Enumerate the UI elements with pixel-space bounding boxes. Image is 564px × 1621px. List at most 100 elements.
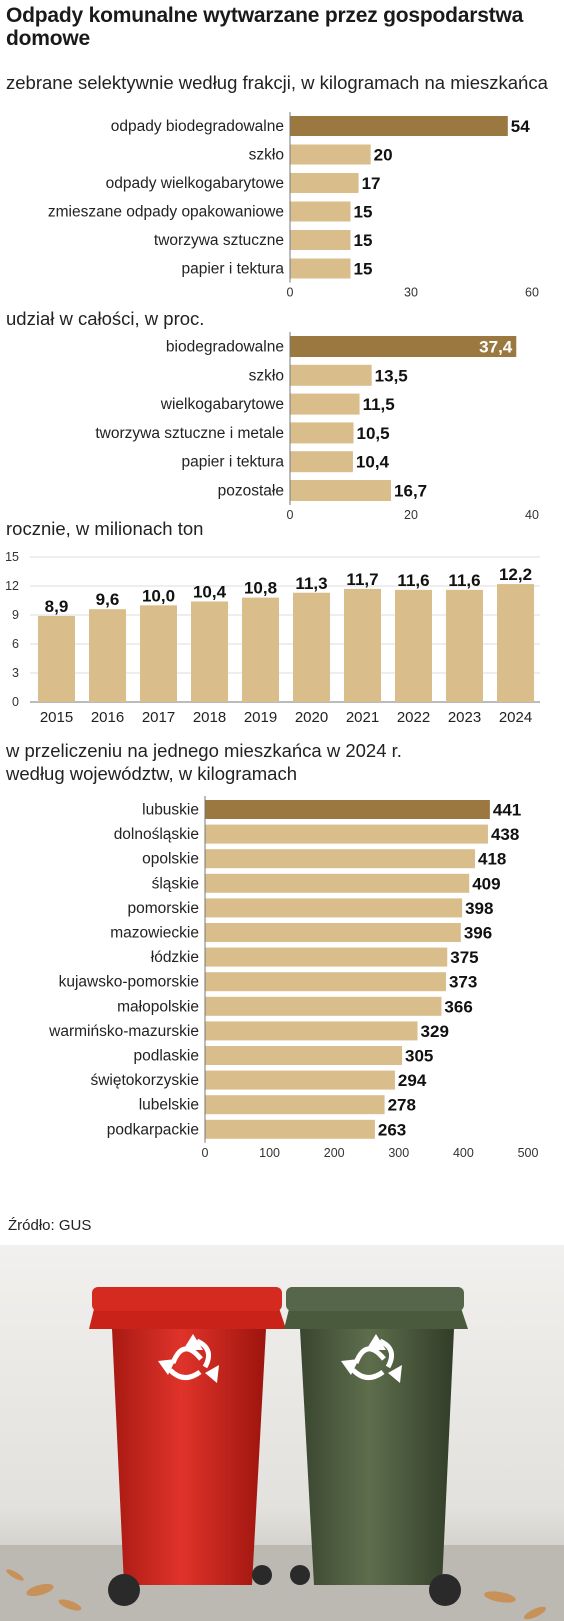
bar [191, 601, 228, 702]
tick-label: 400 [453, 1146, 474, 1160]
tick-label: 20 [404, 508, 418, 522]
bar [290, 336, 517, 357]
bar [290, 201, 351, 222]
green-bin [284, 1287, 468, 1606]
year-label: 2024 [499, 709, 532, 726]
leaves [6, 1569, 547, 1620]
chart3-title: rocznie, w milionach ton [6, 518, 204, 539]
bar [290, 480, 392, 501]
year-label: 2018 [193, 709, 226, 726]
bar [205, 923, 461, 942]
bar [344, 588, 381, 702]
value-label: 418 [478, 850, 506, 869]
tick-label: 0 [202, 1146, 209, 1160]
value-label: 54 [511, 117, 530, 136]
tick-label: 300 [388, 1146, 409, 1160]
value-label: 366 [444, 997, 472, 1016]
bar [205, 996, 442, 1016]
year-label: 2017 [142, 709, 175, 726]
bar [205, 898, 463, 918]
bar [290, 230, 351, 250]
bar [205, 873, 470, 893]
bar [290, 144, 371, 165]
tick-label: 40 [525, 508, 539, 522]
category-label: lubelskie [139, 1097, 199, 1114]
value-label: 16,7 [394, 482, 427, 501]
bar [290, 364, 372, 386]
bar [290, 451, 353, 473]
value-label: 15 [354, 203, 373, 222]
tick-label: 200 [324, 1146, 345, 1160]
category-label: mazowieckie [110, 925, 199, 942]
value-label: 396 [464, 924, 492, 943]
category-label: odpady wielkogabarytowe [106, 175, 284, 192]
year-label: 2016 [91, 709, 124, 726]
value-label: 11,5 [363, 395, 395, 414]
year-label: 2021 [346, 709, 379, 726]
value-label: 10,4 [193, 582, 227, 601]
value-label: 305 [405, 1047, 433, 1066]
value-label: 37,4 [479, 338, 513, 357]
bar [205, 824, 488, 844]
chart1-title: zebrane selektywnie według frakcji, w ki… [6, 72, 548, 93]
value-label: 375 [450, 948, 478, 967]
value-label: 373 [449, 973, 477, 992]
bar [290, 258, 351, 279]
value-label: 10,5 [357, 424, 390, 443]
bar [140, 605, 177, 702]
value-label: 11,7 [346, 570, 378, 589]
value-label: 15 [354, 260, 373, 279]
value-label: 8,9 [45, 597, 69, 616]
bar [242, 597, 279, 702]
category-label: wielkogabarytowe [160, 396, 284, 413]
category-label: małopolskie [117, 998, 199, 1015]
tick-label: 30 [404, 286, 418, 300]
category-label: papier i tektura [181, 261, 284, 278]
year-label: 2023 [448, 709, 481, 726]
tick-label: 0 [12, 695, 19, 709]
category-label: tworzywa sztuczne i metale [95, 425, 284, 442]
category-label: pomorskie [128, 900, 200, 917]
waste-bins-photo [0, 1245, 564, 1621]
source-note: Źródło: GUS [8, 1217, 92, 1234]
tick-label: 500 [518, 1146, 539, 1160]
value-label: 441 [493, 801, 521, 820]
bar [290, 116, 508, 136]
chart4-title-line1: w przeliczeniu na jednego mieszkańca w 2… [6, 740, 402, 761]
category-label: zmieszane odpady opakowaniowe [48, 204, 284, 221]
tick-label: 0 [287, 508, 294, 522]
category-label: odpady biodegradowalne [111, 118, 284, 135]
value-label: 20 [374, 146, 393, 165]
bar [290, 173, 359, 193]
value-label: 294 [398, 1071, 427, 1090]
bar [205, 1095, 385, 1115]
category-label: dolnośląskie [114, 826, 199, 843]
value-label: 13,5 [375, 366, 408, 385]
recycle-icon [158, 1334, 219, 1383]
category-label: kujawsko-pomorskie [59, 974, 199, 991]
value-label: 409 [472, 874, 500, 893]
chart-voivodeships-kg: lubuskie 441 dolnośląskie 438 opolskie 418 ślą… [48, 796, 539, 1160]
red-bin [89, 1287, 286, 1606]
category-label: warmińsko-mazurskie [48, 1023, 199, 1040]
tick-label: 60 [525, 286, 539, 300]
bar [290, 393, 360, 415]
tick-label: 100 [259, 1146, 280, 1160]
year-label: 2022 [397, 709, 430, 726]
tick-label: 3 [12, 666, 19, 680]
value-label: 10,4 [356, 453, 390, 472]
year-label: 2019 [244, 709, 277, 726]
category-label: szkło [249, 367, 284, 384]
value-label: 15 [354, 231, 373, 250]
tick-label: 12 [5, 579, 19, 593]
bar [89, 609, 126, 702]
bar [293, 592, 330, 702]
value-label: 438 [491, 825, 519, 844]
category-label: świętokorzyskie [90, 1072, 199, 1089]
bar [446, 589, 483, 702]
category-label: lubuskie [142, 802, 199, 819]
year-label: 2020 [295, 709, 328, 726]
category-label: biodegradowalne [166, 339, 284, 356]
category-label: podkarpackie [107, 1121, 199, 1138]
tick-label: 9 [12, 608, 19, 622]
